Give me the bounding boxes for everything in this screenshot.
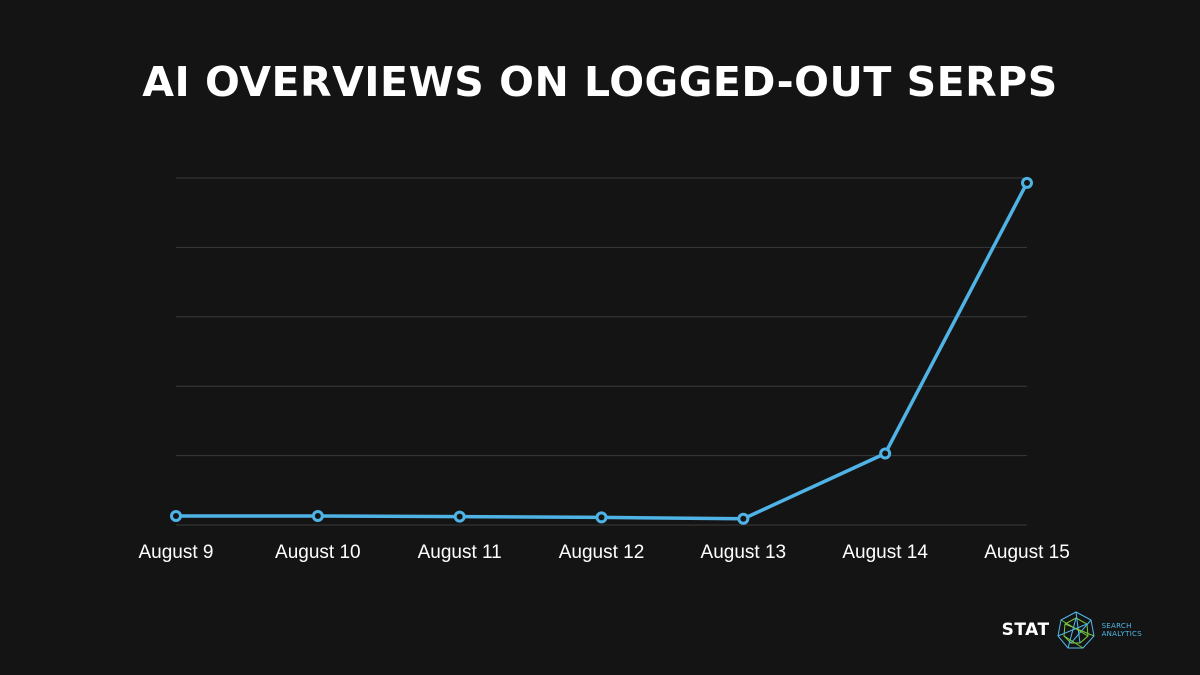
logo-polyhedron-icon — [1057, 611, 1095, 649]
x-tick-label: August 11 — [418, 542, 502, 563]
logo-tagline-line1: SEARCH — [1101, 622, 1132, 630]
logo-wordmark: STAT — [1001, 620, 1050, 640]
series-line — [176, 182, 1029, 521]
x-tick-label: August 10 — [275, 542, 361, 563]
data-point — [879, 447, 892, 460]
x-tick-label: August 12 — [559, 542, 645, 563]
chart-title: AI OVERVIEWS ON LOGGED-OUT SERPS — [142, 58, 1058, 106]
x-tick-label: August 13 — [701, 542, 787, 563]
data-point — [737, 512, 750, 525]
logo-tagline: SEARCH ANALYTICS — [1102, 622, 1142, 638]
data-point — [1021, 176, 1033, 189]
series-group — [170, 176, 1033, 525]
data-point — [595, 511, 608, 524]
x-tick-label: August 9 — [139, 542, 214, 563]
x-axis-tick-labels: August 9 August 10 August 11 August 12 Augus… — [139, 542, 1070, 563]
gridlines — [176, 177, 1027, 526]
data-point — [453, 510, 466, 523]
data-point — [311, 509, 324, 522]
x-tick-label: August 14 — [842, 542, 928, 563]
stat-logo: STAT SEARCH ANALYTICS — [1002, 610, 1142, 650]
logo-tagline-line2: ANALYTICS — [1101, 630, 1142, 638]
x-tick-label: August 15 — [984, 542, 1070, 563]
data-point — [170, 509, 182, 522]
